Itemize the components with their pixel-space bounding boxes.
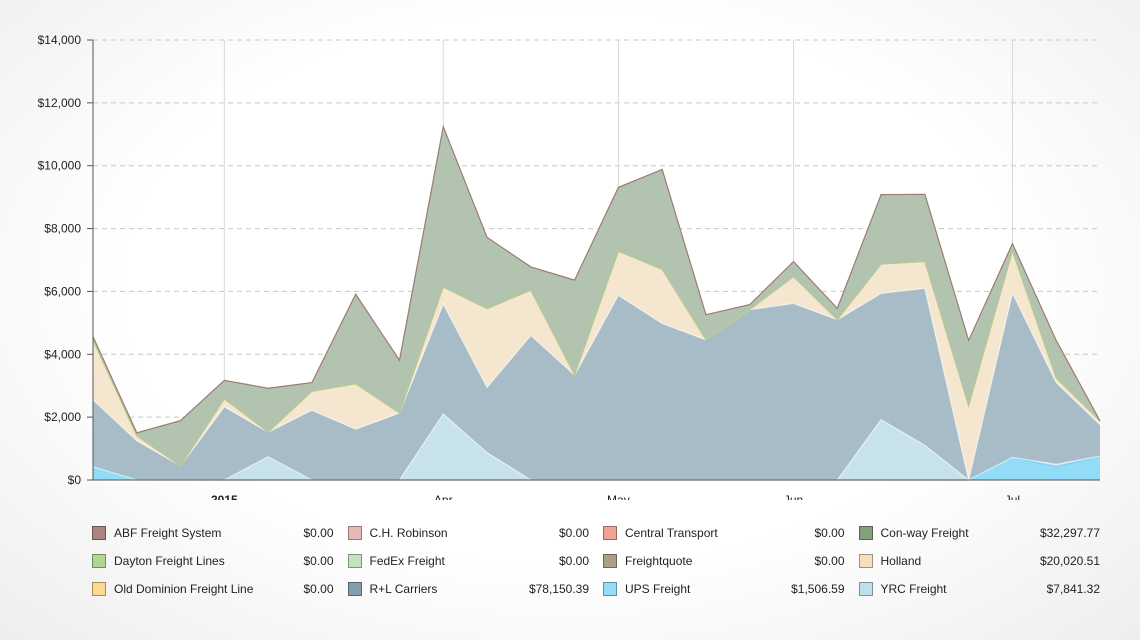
legend-swatch — [92, 554, 106, 568]
legend-item[interactable]: Old Dominion Freight Line $0.00 — [92, 578, 338, 600]
area-ups-freight — [93, 456, 1100, 480]
legend-item[interactable]: UPS Freight $1,506.59 — [603, 578, 849, 600]
y-tick-label: $4,000 — [44, 347, 81, 361]
legend-swatch — [92, 526, 106, 540]
legend-item[interactable]: Central Transport $0.00 — [603, 522, 849, 544]
legend-name: C.H. Robinson — [369, 526, 448, 540]
axes — [87, 39, 1100, 481]
legend-value: $0.00 — [814, 554, 845, 568]
legend-value: $0.00 — [558, 554, 589, 568]
y-tick-label: $8,000 — [44, 222, 81, 236]
x-tick-label: May — [607, 493, 630, 500]
legend-swatch — [603, 582, 617, 596]
outline-con-way-freight — [92, 124, 1101, 434]
legend: ABF Freight System $0.00 C.H. Robinson $0.0… — [92, 522, 1104, 600]
legend-swatch — [92, 582, 106, 596]
legend-item[interactable]: Con-way Freight $32,297.77 — [858, 522, 1105, 544]
y-tick-label: $12,000 — [38, 96, 82, 110]
area-r-l-carriers — [93, 288, 1100, 480]
y-tick-label: $10,000 — [38, 159, 82, 173]
legend-item[interactable]: ABF Freight System $0.00 — [92, 522, 338, 544]
legend-swatch — [603, 554, 617, 568]
legend-value: $0.00 — [814, 526, 845, 540]
legend-value: $1,506.59 — [791, 582, 845, 596]
legend-value: $32,297.77 — [1039, 526, 1100, 540]
legend-name: FedEx Freight — [369, 554, 445, 568]
legend-name: Con-way Freight — [880, 526, 969, 540]
legend-value: $78,150.39 — [528, 582, 589, 596]
legend-swatch — [858, 554, 873, 568]
y-tick-label: $14,000 — [38, 33, 82, 47]
legend-name: Freightquote — [625, 554, 693, 568]
legend-item[interactable]: YRC Freight $7,841.32 — [858, 578, 1105, 600]
legend-item[interactable]: FedEx Freight $0.00 — [347, 550, 594, 572]
legend-name: R+L Carriers — [369, 582, 438, 596]
legend-swatch — [858, 526, 873, 540]
x-tick-label: 2015 — [211, 493, 238, 500]
x-tick-label: Jun — [784, 493, 803, 500]
legend-name: YRC Freight — [880, 582, 947, 596]
tick-labels: $0 $2,000 $4,000 $6,000 $8,000 $10,000 $12,000… — [38, 33, 1020, 500]
outline-r-l-carriers — [92, 287, 1101, 481]
legend-swatch — [347, 554, 362, 568]
legend-name: UPS Freight — [625, 582, 691, 596]
legend-value: $0.00 — [558, 526, 589, 540]
legend-value: $20,020.51 — [1039, 554, 1100, 568]
legend-swatch — [603, 526, 617, 540]
legend-swatch — [347, 526, 362, 540]
legend-item[interactable]: C.H. Robinson $0.00 — [347, 522, 594, 544]
area-yrc-freight — [93, 414, 1100, 480]
legend-value: $7,841.32 — [1046, 582, 1100, 596]
legend-name: Dayton Freight Lines — [114, 554, 225, 568]
y-tick-label: $0 — [68, 473, 82, 487]
chart-area: $0 $2,000 $4,000 $6,000 $8,000 $10,000 $12,000… — [38, 33, 1101, 500]
legend-value: $0.00 — [303, 582, 334, 596]
outline-holland — [92, 249, 1101, 467]
legend-name: Central Transport — [625, 526, 718, 540]
series-areas — [93, 126, 1100, 480]
legend-value: $0.00 — [303, 554, 334, 568]
legend-item[interactable]: Holland $20,020.51 — [858, 550, 1105, 572]
legend-value: $0.00 — [303, 526, 334, 540]
y-tick-label: $2,000 — [44, 410, 81, 424]
legend-name: Old Dominion Freight Line — [114, 582, 254, 596]
legend-name: ABF Freight System — [114, 526, 222, 540]
legend-item[interactable]: Dayton Freight Lines $0.00 — [92, 550, 338, 572]
legend-swatch — [347, 582, 362, 596]
x-tick-label: Jul — [1005, 493, 1020, 500]
x-tick-label: Apr — [434, 493, 453, 500]
area-con-way-freight — [93, 126, 1100, 466]
legend-swatch — [858, 582, 873, 596]
y-tick-label: $6,000 — [44, 284, 81, 298]
legend-name: Holland — [880, 554, 922, 568]
legend-item[interactable]: Freightquote $0.00 — [603, 550, 849, 572]
legend-item[interactable]: R+L Carriers $78,150.39 — [347, 578, 594, 600]
stacked-area-chart: $0 $2,000 $4,000 $6,000 $8,000 $10,000 $12,000… — [38, 33, 1101, 500]
area-holland — [93, 251, 1100, 480]
